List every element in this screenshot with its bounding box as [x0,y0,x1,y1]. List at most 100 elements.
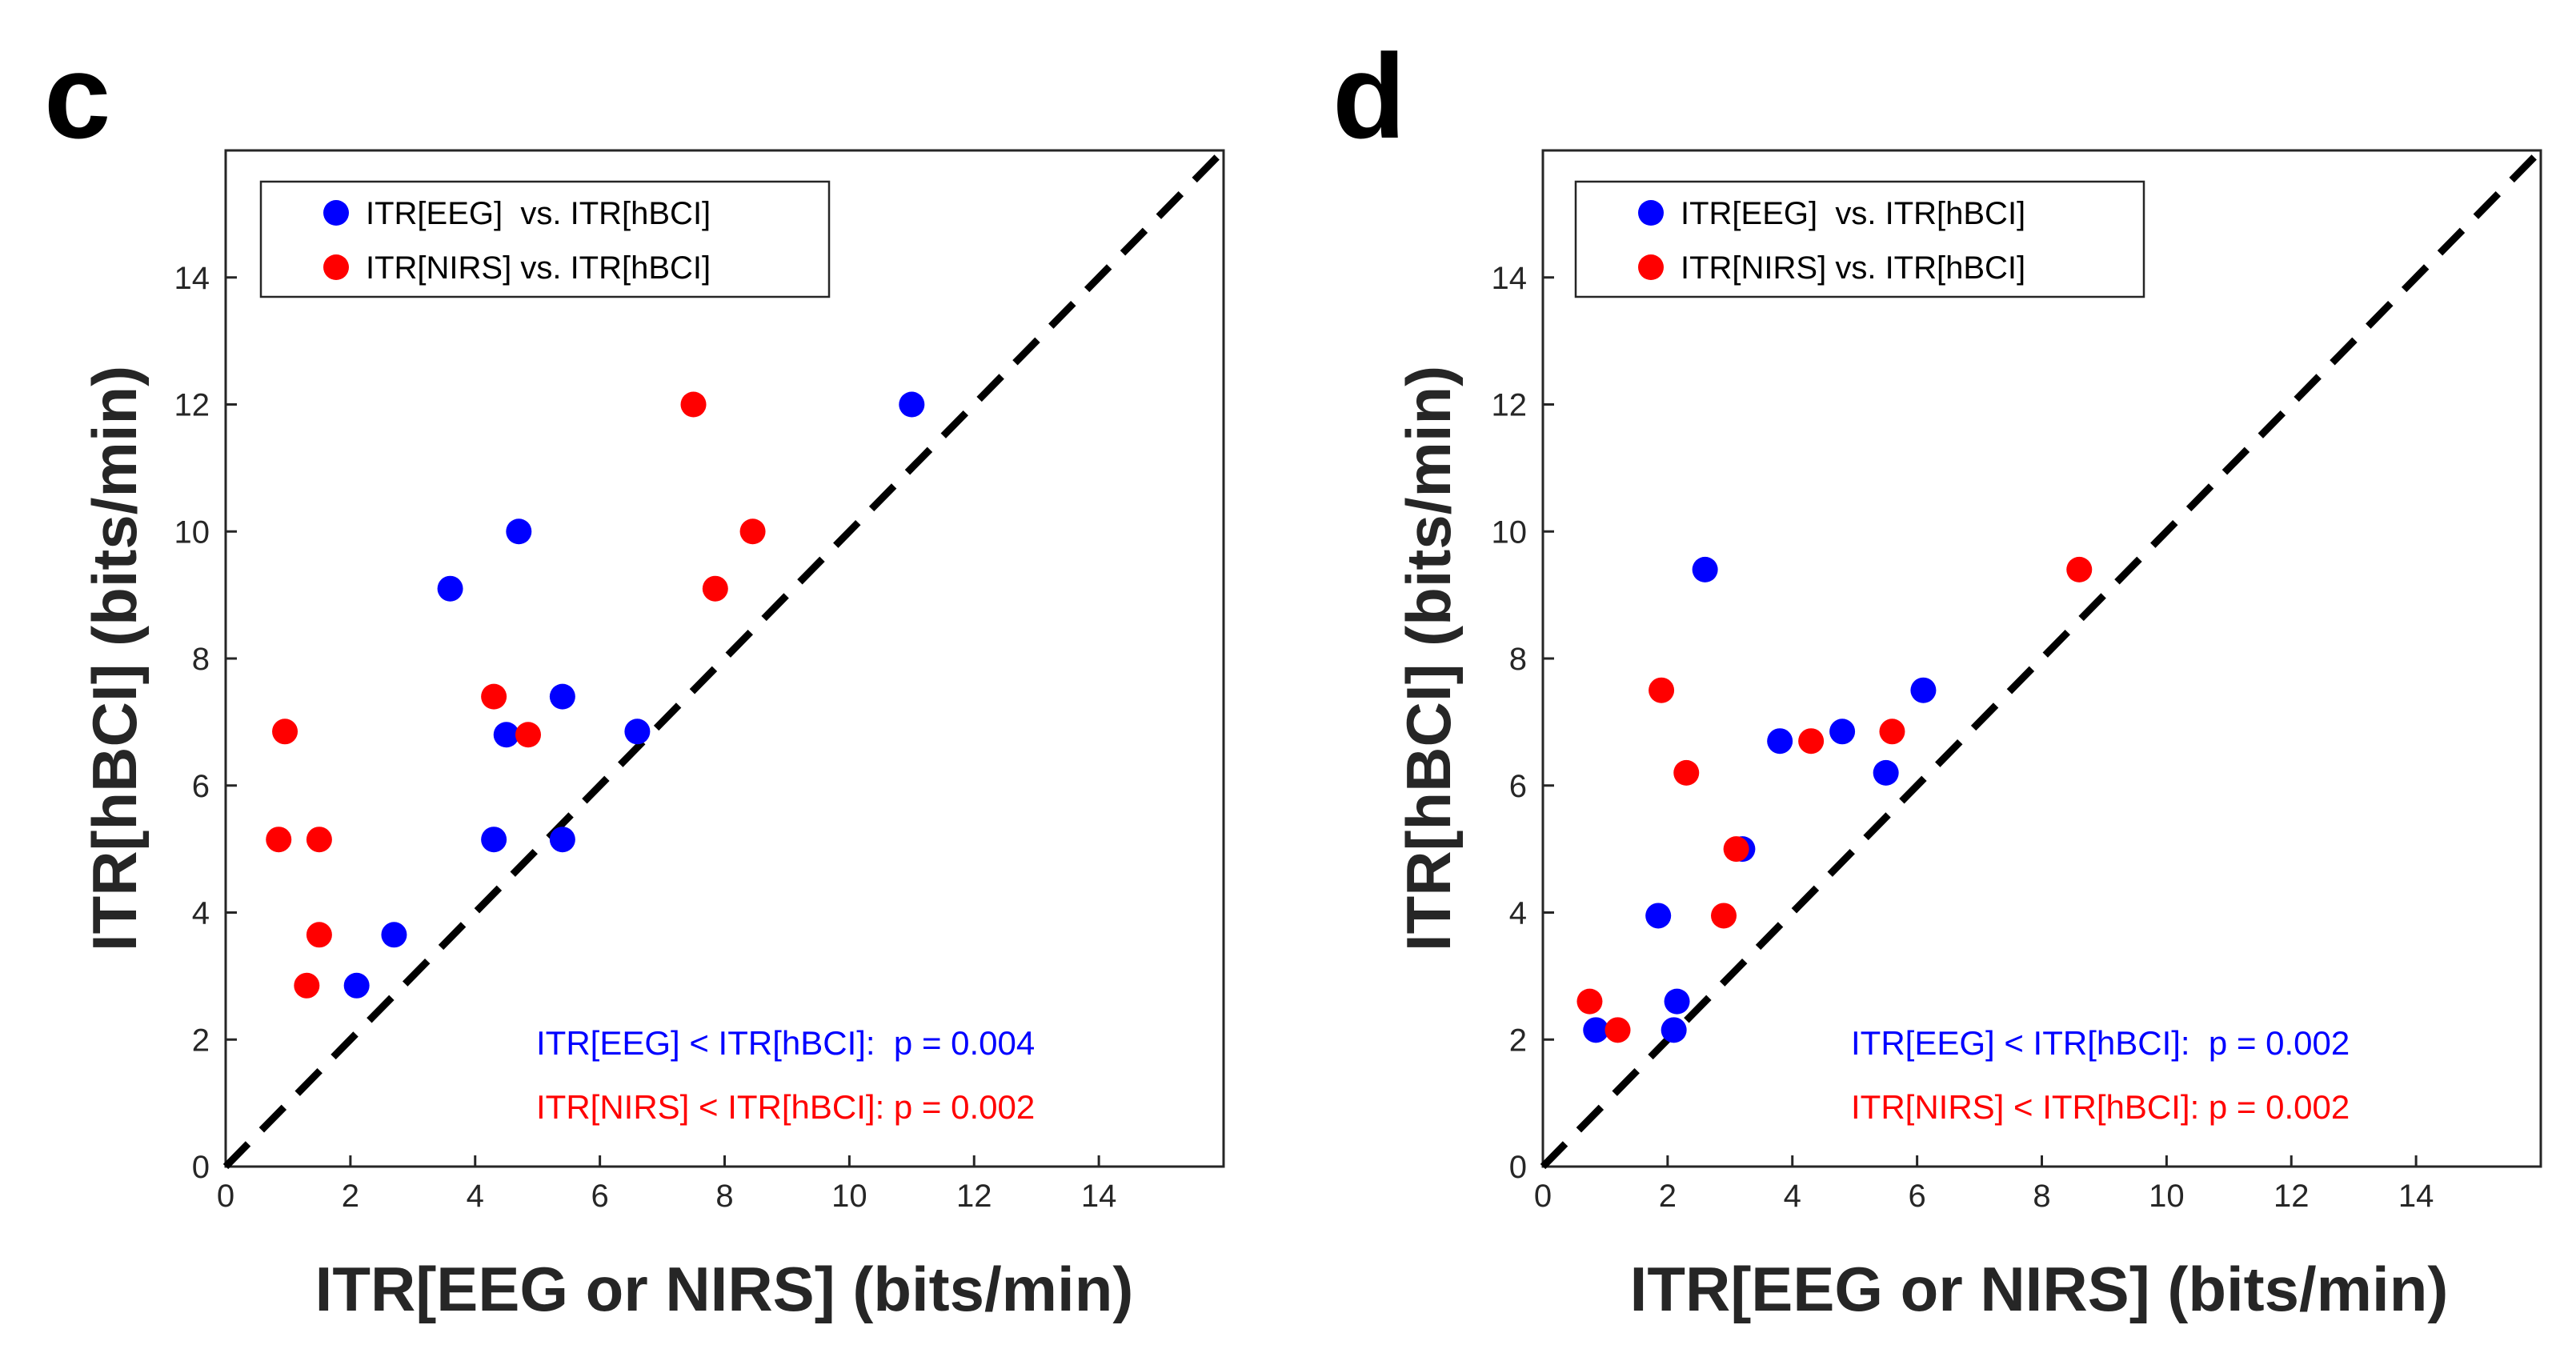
panel-label: c [44,29,110,163]
point-eeg [1664,988,1690,1015]
point-nirs [306,922,332,948]
x-tick-label: 12 [956,1179,992,1214]
legend-box [259,180,831,298]
x-tick-label: 2 [1659,1179,1677,1214]
point-eeg [549,827,575,853]
point-eeg [493,722,519,748]
x-tick-label: 6 [1909,1179,1926,1214]
x-tick-label: 2 [342,1179,359,1214]
point-nirs [266,827,292,853]
x-tick-label: 6 [591,1179,609,1214]
point-nirs [1723,836,1749,863]
ticks: 0 2 4 6 8 10 12 14 0 2 4 6 8 10 12 14 [1492,261,2434,1214]
diagonal-line [222,147,1227,1170]
legend: ITR[EEG] vs. ITR[hBCI] ITR[NIRS] vs. ITR… [1574,180,2145,298]
x-tick-label: 0 [217,1179,234,1214]
point-eeg [343,972,370,999]
data-points [266,391,925,999]
point-nirs [680,391,707,418]
stat-annotation-nirs: ITR[NIRS] < ITR[hBCI]: p = 0.002 [536,1088,1035,1126]
legend-marker-nirs [323,254,349,280]
legend-marker-eeg [1638,200,1664,226]
point-nirs [1673,759,1700,786]
y-tick-label: 6 [1509,769,1527,804]
point-eeg [1767,728,1793,755]
y-tick-label: 12 [1492,388,1528,423]
point-nirs [306,827,332,853]
x-tick-label: 14 [2398,1179,2434,1214]
y-tick-label: 4 [192,896,210,931]
x-tick-label: 4 [1784,1179,1801,1214]
panel-label: d [1332,29,1406,163]
x-axis-label: ITR[EEG or NIRS] (bits/min) [315,1254,1134,1324]
x-tick-label: 0 [1534,1179,1552,1214]
y-tick-label: 12 [174,388,210,423]
y-tick-label: 8 [192,642,210,677]
point-eeg [624,719,651,745]
x-tick-label: 10 [2149,1179,2185,1214]
point-nirs [1604,1017,1631,1043]
point-nirs [294,972,320,999]
y-tick-label: 4 [1509,896,1527,931]
point-eeg [1873,759,1899,786]
legend-label-eeg: ITR[EEG] vs. ITR[hBCI] [366,196,711,231]
point-nirs [739,518,766,545]
y-tick-label: 2 [192,1023,210,1058]
diagonal-line [1540,147,2544,1170]
data-points [1576,556,2093,1043]
y-tick-label: 14 [174,261,210,296]
point-nirs [1576,988,1603,1015]
x-tick-label: 8 [715,1179,733,1214]
x-tick-label: 14 [1081,1179,1117,1214]
y-tick-label: 14 [1492,261,1528,296]
point-eeg [481,827,507,853]
point-nirs [481,683,507,710]
point-nirs [702,575,728,602]
x-axis-label: ITR[EEG or NIRS] (bits/min) [1630,1254,2449,1324]
x-tick-label: 12 [2274,1179,2310,1214]
panel-c: c 0 2 4 6 8 10 12 14 0 2 4 6 8 10 12 14 ITR[EEG] vs. IT… [44,29,1227,1324]
point-nirs [2066,556,2093,582]
point-eeg [1645,903,1672,929]
point-eeg [506,518,532,545]
point-eeg [899,391,925,418]
point-nirs [515,722,541,748]
point-eeg [381,922,407,948]
point-eeg [549,683,575,710]
y-axis-label: ITR[hBCI] (bits/min) [1393,366,1464,951]
legend-label-eeg: ITR[EEG] vs. ITR[hBCI] [1681,196,2025,231]
point-nirs [1798,728,1825,755]
y-tick-label: 6 [192,769,210,804]
point-nirs [1879,719,1905,745]
legend-marker-nirs [1638,254,1664,280]
stat-annotation-eeg: ITR[EEG] < ITR[hBCI]: p = 0.002 [1851,1024,2350,1062]
x-tick-label: 4 [467,1179,484,1214]
y-tick-label: 8 [1509,642,1527,677]
point-eeg [1661,1017,1687,1043]
ticks: 0 2 4 6 8 10 12 14 0 2 4 6 8 10 12 14 [174,261,1117,1214]
legend-marker-eeg [323,200,349,226]
y-tick-label: 0 [1509,1150,1527,1185]
point-nirs [1649,677,1675,703]
point-eeg [437,575,463,602]
point-eeg [1583,1017,1609,1043]
y-tick-label: 0 [192,1150,210,1185]
legend-label-nirs: ITR[NIRS] vs. ITR[hBCI] [366,250,711,286]
y-tick-label: 2 [1509,1023,1527,1058]
point-eeg [1910,677,1937,703]
panel-d: d 0 2 4 6 8 10 12 14 0 2 4 6 8 10 12 14 ITR[EEG] vs. IT… [1332,29,2544,1324]
legend: ITR[EEG] vs. ITR[hBCI] ITR[NIRS] vs. ITR… [259,180,831,298]
x-tick-label: 8 [2033,1179,2050,1214]
stat-annotation-nirs: ITR[NIRS] < ITR[hBCI]: p = 0.002 [1851,1088,2350,1126]
y-tick-label: 10 [1492,514,1528,550]
y-tick-label: 10 [174,514,210,550]
x-tick-label: 10 [831,1179,867,1214]
stat-annotation-eeg: ITR[EEG] < ITR[hBCI]: p = 0.004 [536,1024,1035,1062]
y-axis-label: ITR[hBCI] (bits/min) [79,366,150,951]
point-eeg [1692,556,1718,582]
point-nirs [272,719,298,745]
point-nirs [1711,903,1737,929]
legend-box [1574,180,2145,298]
legend-label-nirs: ITR[NIRS] vs. ITR[hBCI] [1681,250,2025,286]
